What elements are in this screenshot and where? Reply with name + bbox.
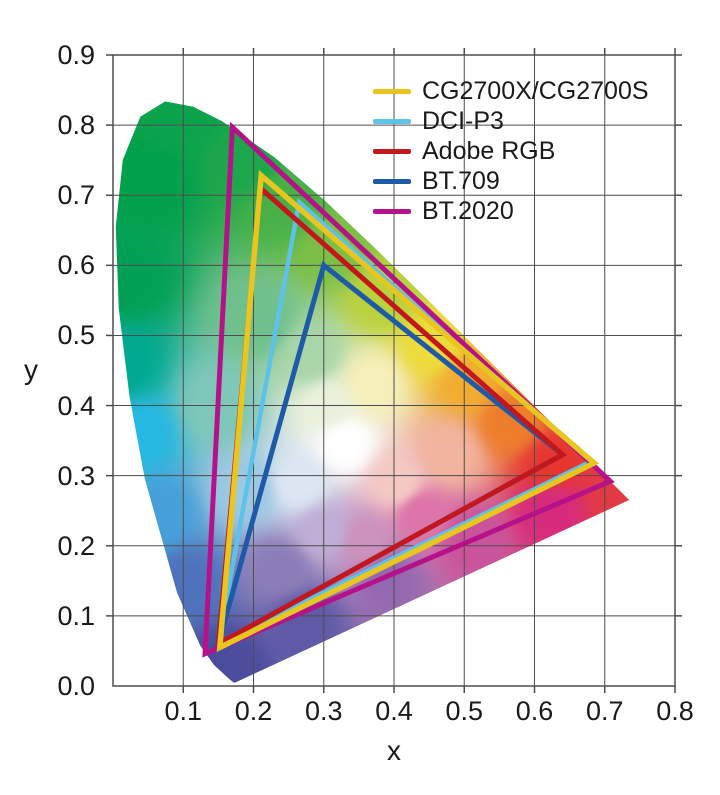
gamut-triangle-bt-2020 — [202, 121, 615, 658]
y-tick-label: 0.1 — [57, 600, 95, 631]
y-tick-label: 0.8 — [57, 110, 95, 141]
x-tick-label: 0.7 — [585, 696, 624, 726]
legend-swatch — [373, 88, 411, 94]
y-tick-label: 0.9 — [57, 40, 95, 70]
y-tick-label: 0.6 — [57, 250, 95, 281]
y-tick-label: 0.5 — [57, 320, 95, 351]
legend-item-adobe-rgb: Adobe RGB — [373, 136, 649, 166]
x-tick-label: 0.6 — [515, 696, 554, 726]
legend-label: BT.709 — [422, 167, 500, 195]
legend-item-bt-2020: BT.2020 — [373, 196, 649, 226]
legend-swatch — [373, 118, 411, 124]
gamut-triangle-bt-709 — [214, 261, 568, 649]
legend-item-dci-p3: DCI-P3 — [373, 106, 649, 136]
y-axis-title: y — [24, 353, 38, 385]
y-tick-label: 0.0 — [57, 671, 95, 701]
y-tick-label: 0.2 — [57, 530, 95, 561]
x-tick-label: 0.1 — [164, 696, 203, 726]
plot-border — [112, 54, 676, 687]
legend-label: CG2700X/CG2700S — [422, 77, 649, 105]
legend-swatch — [373, 208, 411, 214]
x-tick-label: 0.4 — [375, 696, 413, 726]
x-tick-label: 0.3 — [304, 696, 343, 726]
legend-label: BT.2020 — [422, 197, 514, 225]
x-tick-label: 0.2 — [234, 696, 273, 726]
legend-item-cg2700x-cg2700s: CG2700X/CG2700S — [373, 76, 649, 106]
gamut-triangle-cg2700x-cg2700s — [216, 169, 600, 653]
legend-label: Adobe RGB — [422, 137, 556, 165]
x-axis-title: x — [387, 735, 401, 766]
gamut-legend: CG2700X/CG2700S DCI-P3 Adobe RGB BT.709 BT.2… — [373, 76, 649, 226]
x-tick-label: 0.8 — [656, 696, 694, 726]
y-tick-label: 0.7 — [57, 180, 95, 211]
y-tick-label: 0.4 — [57, 390, 95, 421]
legend-swatch — [373, 178, 411, 184]
legend-label: DCI-P3 — [422, 107, 504, 135]
legend-item-bt-709: BT.709 — [373, 166, 649, 196]
legend-swatch — [373, 148, 411, 154]
x-tick-label: 0.5 — [445, 696, 484, 726]
y-tick-label: 0.3 — [57, 460, 95, 491]
